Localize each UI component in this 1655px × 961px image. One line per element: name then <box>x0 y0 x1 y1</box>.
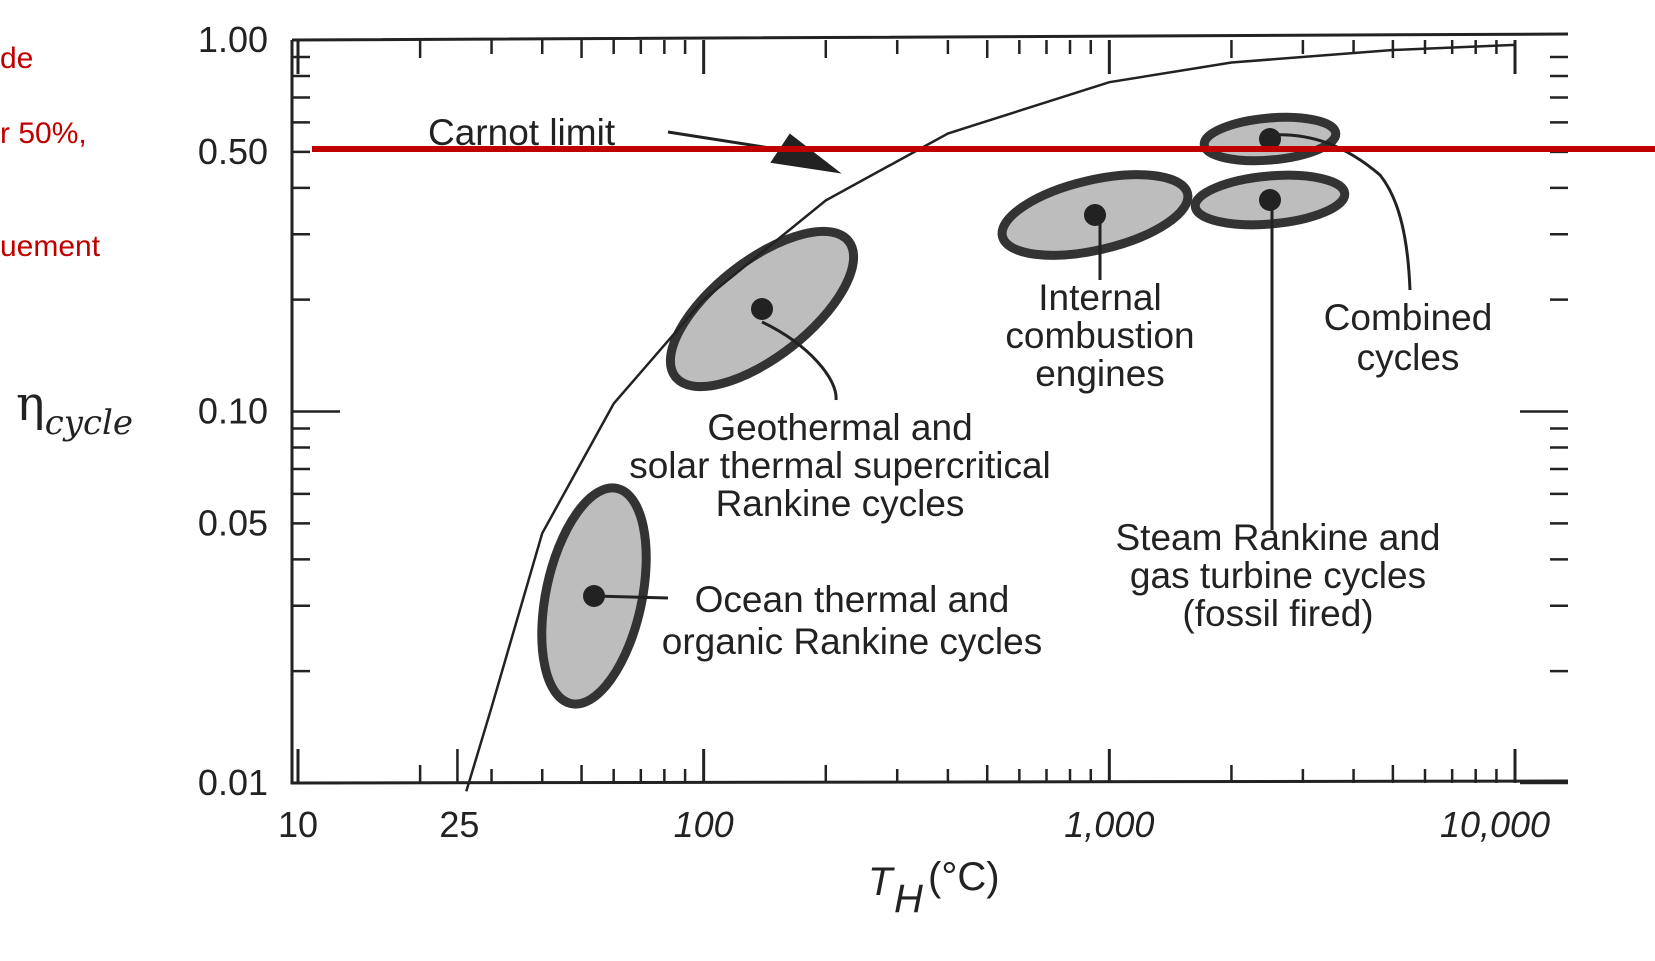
y-axis-label-symbol: η <box>16 376 45 432</box>
y-tick-label: 1.00 <box>198 19 268 60</box>
region-label: Internal <box>1038 277 1161 318</box>
region-label: (fossil fired) <box>1182 593 1373 634</box>
y-tick-label: 0.10 <box>198 391 268 432</box>
y-axis-label: ηcycle <box>16 376 133 443</box>
region-label: solar thermal supercritical <box>629 445 1051 486</box>
note-line-2: r 50%, <box>0 117 87 150</box>
axis-labels: ηcycle T H (°C) <box>16 376 1000 921</box>
axis-ticks <box>292 40 1568 785</box>
x-axis-label-symbol: T <box>868 860 895 904</box>
region-label: Combined <box>1324 297 1493 338</box>
region-leader-line <box>1271 133 1412 291</box>
note-line-1: de <box>0 42 34 75</box>
region-leader-line <box>761 320 838 401</box>
x-tick-label: 1,000 <box>1064 804 1154 845</box>
carnot-limit-curve <box>465 43 1516 792</box>
region-center-point <box>1084 204 1106 226</box>
region-label: gas turbine cycles <box>1130 555 1426 596</box>
carnot-limit-arrowhead <box>770 133 842 174</box>
region-label: Rankine cycles <box>716 483 965 524</box>
x-tick-label: 25 <box>439 804 479 845</box>
region-label: engines <box>1035 353 1165 394</box>
region-label: combustion <box>1005 315 1194 356</box>
y-tick-label: 0.01 <box>198 762 268 803</box>
note-line-3: uement <box>0 230 101 263</box>
carnot-limit-arrow-shaft <box>667 130 771 150</box>
x-tick-label: 100 <box>674 804 734 845</box>
region-label: Steam Rankine and <box>1116 517 1441 558</box>
y-tick-label: 0.05 <box>198 502 268 543</box>
region-center-point <box>751 298 773 320</box>
x-axis-label-subscript: H <box>894 877 923 921</box>
region-label: organic Rankine cycles <box>662 621 1042 662</box>
region-center-point <box>1259 189 1281 211</box>
region-label: cycles <box>1357 337 1460 378</box>
y-tick-label: 0.50 <box>198 131 268 172</box>
x-tick-label: 10,000 <box>1440 804 1550 845</box>
region-label: Ocean thermal and <box>695 579 1010 620</box>
axis-tick-labels: 0.01 0.05 0.10 0.50 1.00 10 25 100 1,000 10,000 <box>198 19 1550 845</box>
region-label: Geothermal and <box>707 407 972 448</box>
y-axis-label-subscript: cycle <box>45 403 133 443</box>
region-leader-line <box>593 594 669 600</box>
x-tick-label: 10 <box>278 804 318 845</box>
x-axis-label-unit: (°C) <box>928 855 1000 899</box>
